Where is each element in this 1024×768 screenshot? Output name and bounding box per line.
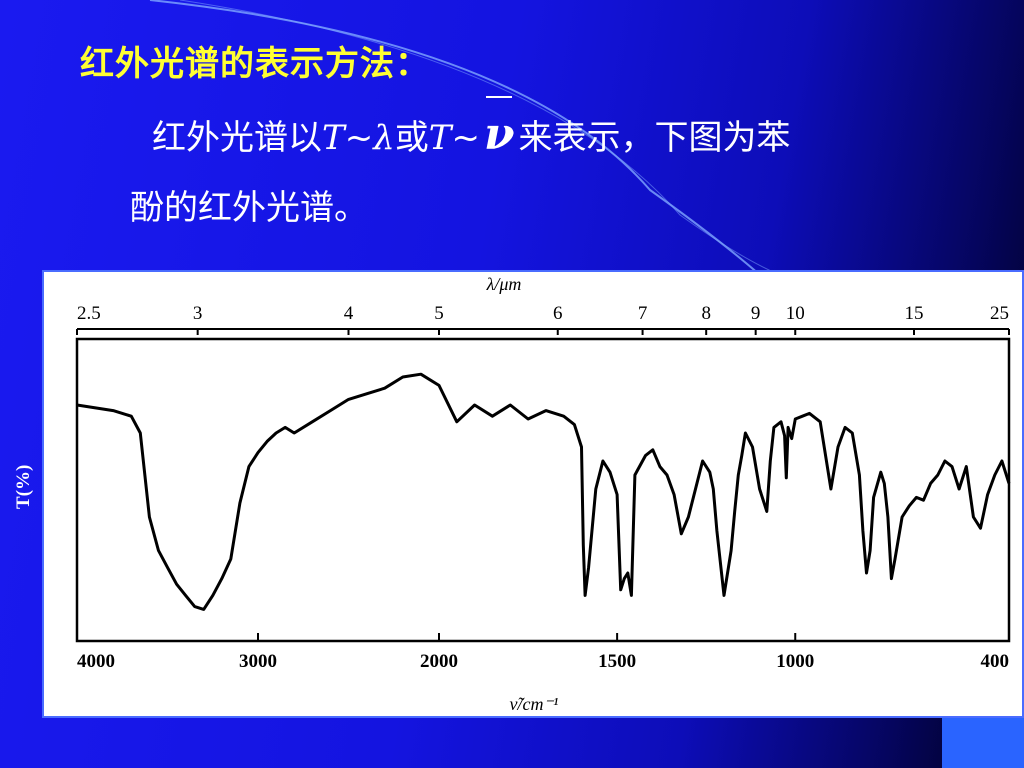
top-tick-label: 7	[638, 303, 648, 324]
ir-spectrum-figure: λ/μm ν̃/cm⁻¹ 2.5 3 4 5 6 7 8 9 10 15 25 4000 3000 20…	[42, 270, 1024, 718]
top-tick-label: 3	[193, 303, 203, 324]
symbol-lambda: λ	[373, 118, 395, 158]
ir-spectrum-chart: λ/μm ν̃/cm⁻¹ 2.5 3 4 5 6 7 8 9 10 15 25 4000 3000 20…	[75, 274, 1011, 714]
top-tick-label: 6	[553, 303, 563, 324]
top-tick-label: 10	[786, 303, 805, 324]
y-axis-label: T(%)	[13, 464, 34, 509]
decorative-corner-box	[942, 718, 1024, 768]
symbol-nu: ν	[483, 109, 515, 160]
spectrum-trace	[76, 372, 1011, 611]
para-or: 或	[394, 118, 429, 158]
para-part2: 来表示，下图为苯	[518, 118, 791, 158]
top-tick-label: 15	[905, 303, 924, 324]
bottom-tick-label: 4000	[77, 651, 115, 672]
top-tick-label: 9	[751, 303, 761, 324]
tilde-1: ~	[344, 118, 374, 158]
slide-heading: 红外光谱的表示方法：	[80, 36, 430, 85]
top-tick-label: 8	[701, 303, 711, 324]
bottom-tick-label: 3000	[239, 651, 277, 672]
tilde-2: ~	[451, 118, 480, 158]
slide-paragraph: 红外光谱以T~λ或T~ ν 来表示，下图为苯 酚的红外光谱。	[130, 96, 1000, 243]
bottom-tick-label: 2000	[420, 651, 458, 672]
symbol-T1: T	[322, 118, 345, 158]
top-tick-label: 2.5	[77, 303, 101, 324]
top-tick-label: 4	[344, 303, 354, 324]
heading-colon: ：	[395, 44, 430, 84]
top-axis-label: λ/μm	[486, 274, 522, 294]
symbol-T2: T	[428, 118, 452, 158]
para-part1: 红外光谱以	[152, 118, 322, 158]
bottom-axis-label: ν̃/cm⁻¹	[510, 694, 559, 714]
heading-text: 红外光谱的表示方法	[80, 44, 395, 84]
bottom-tick-label: 1000	[776, 651, 814, 672]
bottom-tick-label: 400	[981, 651, 1010, 672]
top-tick-label: 5	[434, 303, 444, 324]
top-tick-label: 25	[990, 303, 1009, 324]
plot-frame	[75, 337, 1011, 643]
symbol-nu-bar: ν	[483, 96, 515, 173]
para-line2: 酚的红外光谱。	[130, 188, 368, 228]
bottom-tick-label: 1500	[598, 651, 636, 672]
